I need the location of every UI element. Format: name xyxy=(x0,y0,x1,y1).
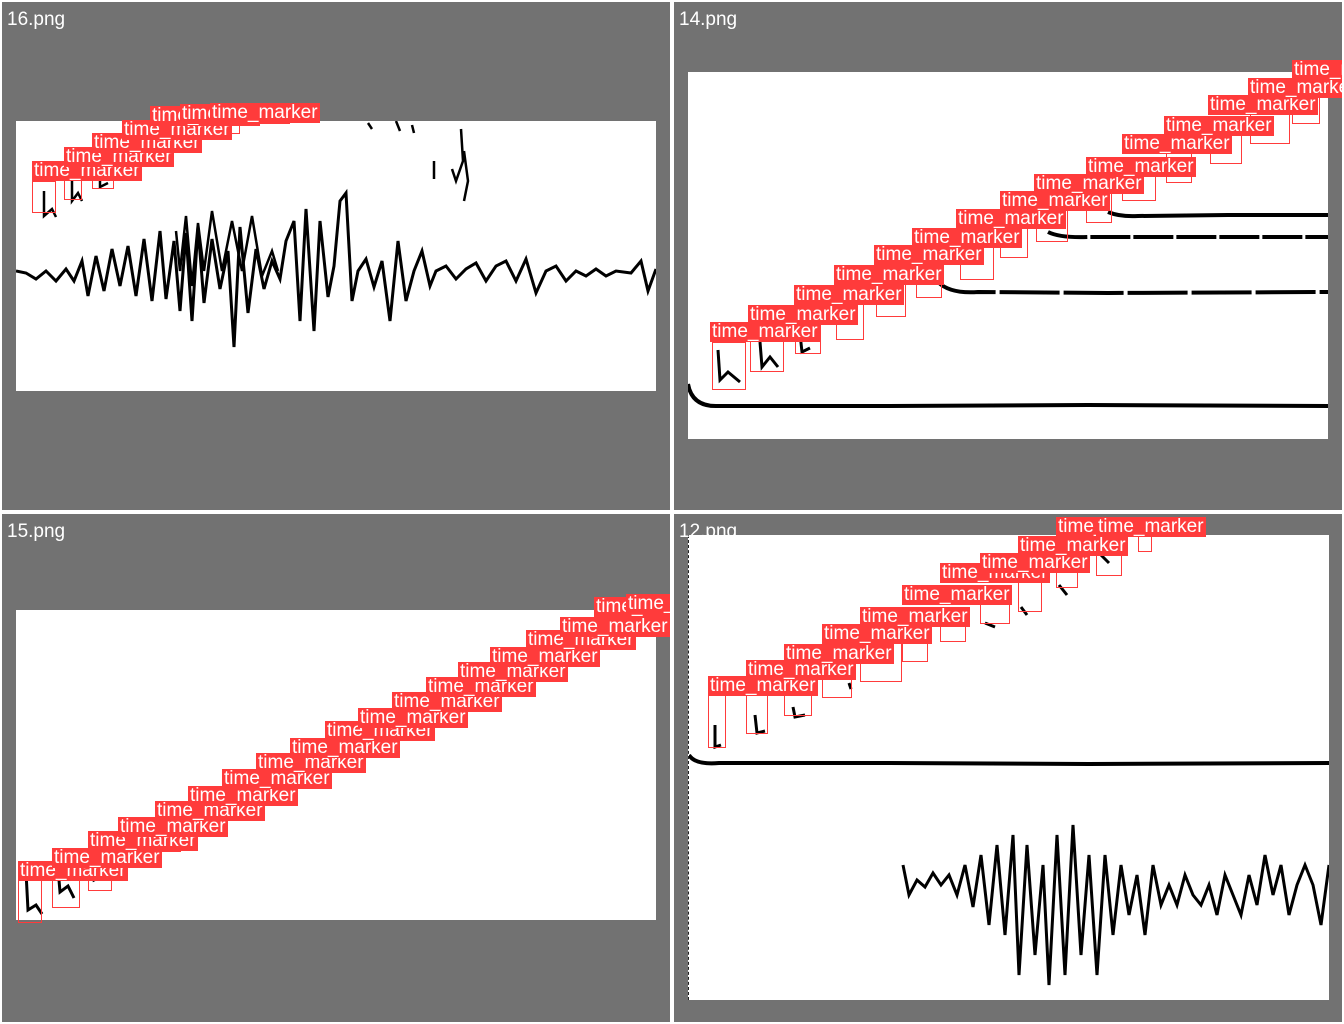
panel-16: 16.png time_marker time_marker time_marker… xyxy=(2,2,670,510)
detection-label: time_marker xyxy=(1000,190,1110,211)
detection-label: time_marker xyxy=(1086,156,1196,177)
record-image xyxy=(688,535,1329,1000)
detection-label: time_marker xyxy=(626,594,670,614)
detection-label: time_marker xyxy=(822,623,932,644)
detection-label: time_marker xyxy=(52,847,162,868)
panel-15: 15.png time_marker time_marker time_marker… xyxy=(2,514,670,1022)
bounding-box xyxy=(1138,536,1152,552)
seismic-trace xyxy=(16,121,656,348)
panel-title: 12.png xyxy=(679,521,738,542)
detection-label: time_marker xyxy=(874,244,984,265)
detection-label: time_marker xyxy=(794,284,904,305)
detection-label: time_marker xyxy=(1018,535,1128,556)
detection-label: time_marker xyxy=(490,646,600,667)
detection-label: time_marker xyxy=(290,737,400,758)
detection-label: time_marker xyxy=(210,102,320,123)
detection-label: time_marker xyxy=(1208,94,1318,115)
detection-label: time_marker xyxy=(784,643,894,664)
bounding-box xyxy=(708,694,726,748)
detection-label: time_marker xyxy=(834,264,944,285)
detection-label: time_marker xyxy=(560,616,670,637)
detection-label: time_marker xyxy=(956,208,1066,229)
detection-label: time_marker xyxy=(1292,60,1342,80)
panel-title: 14.png xyxy=(679,9,738,30)
detection-label: time_marker xyxy=(1122,133,1232,154)
panel-title: 15.png xyxy=(7,521,66,542)
detection-label: time_marker xyxy=(860,606,970,627)
panel-title: 16.png xyxy=(7,9,66,30)
detection-label: time_marker xyxy=(1164,115,1274,136)
detection-label: time_marker xyxy=(710,321,820,342)
panel-14: 14.png time_marker time_marker time_marker… xyxy=(674,2,1342,510)
detection-label: time_marker xyxy=(222,768,332,789)
detection-label: time_marker xyxy=(980,552,1090,573)
bounding-box xyxy=(712,342,746,390)
detection-label: time_marker xyxy=(358,707,468,728)
panel-12: 12.png time_marker time_marker time_marker… xyxy=(674,514,1342,1022)
detection-label: time_marker xyxy=(912,227,1022,248)
detection-label: time_marker xyxy=(746,659,856,680)
detection-label: time_marker xyxy=(748,304,858,325)
detection-label: time_marker xyxy=(1096,516,1206,537)
detection-label: time_marker xyxy=(392,691,502,712)
detection-label: time_marker xyxy=(1248,78,1342,98)
detection-label: time_marker xyxy=(1034,173,1144,194)
bounding-box xyxy=(32,181,56,213)
detection-label: time_marker xyxy=(188,785,298,806)
detection-label: time_marker xyxy=(118,816,228,837)
detection-label: time_marker xyxy=(708,675,818,696)
detection-label: time_marker xyxy=(902,584,1012,605)
